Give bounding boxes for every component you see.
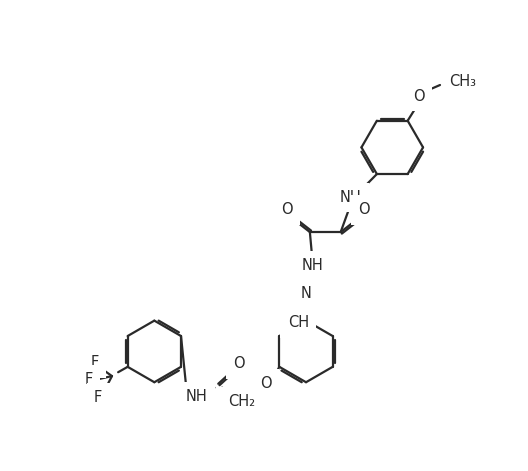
Text: N: N <box>300 286 312 301</box>
Text: F: F <box>85 373 93 388</box>
Text: CH: CH <box>288 316 309 331</box>
Text: F: F <box>90 356 98 371</box>
Text: NH: NH <box>340 190 362 205</box>
Text: F: F <box>94 390 102 405</box>
Text: O: O <box>233 356 245 371</box>
Text: O: O <box>281 202 293 217</box>
Text: NH: NH <box>186 390 208 405</box>
Text: CH₂: CH₂ <box>229 394 256 409</box>
Text: O: O <box>412 89 425 104</box>
Text: O: O <box>260 376 272 391</box>
Text: NH: NH <box>301 259 323 274</box>
Text: CH₃: CH₃ <box>449 73 476 89</box>
Text: O: O <box>358 202 370 217</box>
